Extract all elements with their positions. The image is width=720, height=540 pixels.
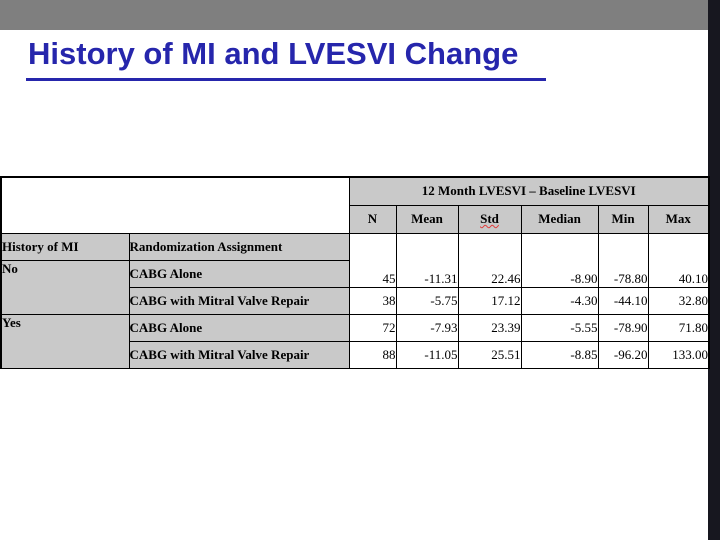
assignment-label: CABG Alone: [128, 313, 350, 342]
row-header-history-of-mi: History of MI: [0, 232, 130, 261]
col-header-max: Max: [647, 204, 710, 234]
stat-cell: -8.85: [520, 340, 599, 369]
stats-table-region: 12 Month LVESVI – Baseline LVESVI N Mean…: [0, 176, 712, 369]
stat-cell: -8.90: [520, 232, 599, 288]
assignment-label: CABG Alone: [128, 259, 350, 288]
stat-cell: -5.55: [520, 313, 599, 342]
top-gray-bar: [0, 0, 708, 30]
col-header-median: Median: [520, 204, 599, 234]
clipped-stub-cell: [0, 367, 350, 369]
stat-cell: -96.20: [597, 340, 649, 369]
title-block: History of MI and LVESVI Change: [26, 36, 696, 81]
span-header-cell: 12 Month LVESVI – Baseline LVESVI: [348, 176, 710, 206]
stats-table: 12 Month LVESVI – Baseline LVESVI N Mean…: [0, 176, 711, 369]
clipped-stub-cell: [457, 367, 522, 369]
col-header-n: N: [348, 204, 397, 234]
stat-cell: 72: [348, 313, 397, 342]
stat-cell: -78.80: [597, 232, 649, 288]
stat-cell: 17.12: [457, 286, 522, 315]
group-label-yes: Yes: [0, 313, 130, 369]
stat-cell: 23.39: [457, 313, 522, 342]
stat-cell: 40.10: [647, 232, 710, 288]
assignment-label: CABG with Mitral Valve Repair: [128, 286, 350, 315]
slide-title: History of MI and LVESVI Change: [26, 36, 547, 81]
std-misspell-squiggle: Std: [480, 211, 499, 226]
corner-blank-cell: [0, 176, 350, 234]
clipped-stub-cell: [647, 367, 710, 369]
col-header-std: Std: [457, 204, 522, 234]
stat-cell: -11.05: [395, 340, 459, 369]
col-header-mean: Mean: [395, 204, 459, 234]
stat-cell: 22.46: [457, 232, 522, 288]
clipped-stub-cell: [520, 367, 599, 369]
assignment-label: CABG with Mitral Valve Repair: [128, 340, 350, 369]
stat-cell: -4.30: [520, 286, 599, 315]
stat-cell: -11.31: [395, 232, 459, 288]
clipped-stub-cell: [395, 367, 459, 369]
right-edge-bar: [708, 0, 720, 540]
stat-cell: 71.80: [647, 313, 710, 342]
stat-cell: -44.10: [597, 286, 649, 315]
stat-cell: 88: [348, 340, 397, 369]
stat-cell: -78.90: [597, 313, 649, 342]
stat-cell: 45: [348, 232, 397, 288]
stat-cell: 32.80: [647, 286, 710, 315]
col-header-min: Min: [597, 204, 649, 234]
stat-cell: 25.51: [457, 340, 522, 369]
group-label-no: No: [0, 259, 130, 315]
row-header-randomization: Randomization Assignment: [128, 232, 350, 261]
stat-cell: 133.00: [647, 340, 710, 369]
stat-cell: -7.93: [395, 313, 459, 342]
clipped-stub-cell: [348, 367, 397, 369]
stat-cell: 38: [348, 286, 397, 315]
clipped-stub-cell: [597, 367, 649, 369]
stat-cell: -5.75: [395, 286, 459, 315]
